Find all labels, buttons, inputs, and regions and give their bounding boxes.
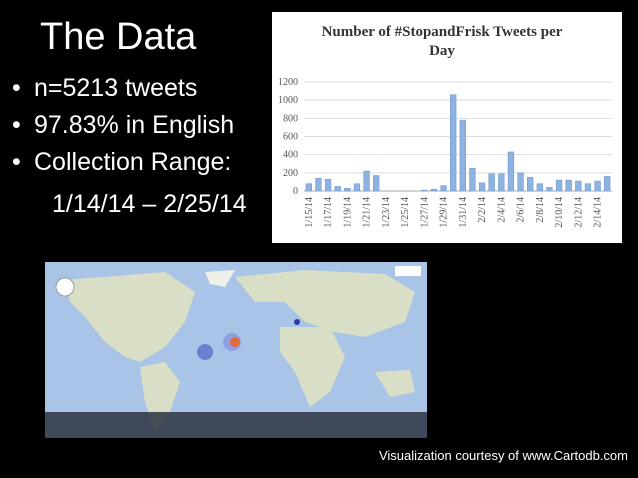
x-tick-label: 1/29/14 [439,197,450,228]
x-tick-label: 1/31/14 [458,197,469,228]
x-tick-label: 1/27/14 [419,197,430,228]
x-tick-label: 2/12/14 [573,197,584,228]
bar [430,188,438,192]
bar [546,187,553,192]
bar [459,119,466,192]
land [280,327,345,407]
bar [584,183,592,192]
y-tick-label: 400 [283,150,298,161]
x-tick-label: 1/15/14 [304,197,315,228]
x-tick-label: 2/14/14 [593,197,604,228]
y-tick-label: 0 [293,186,298,197]
bar [305,183,312,192]
x-tick-label: 1/19/14 [342,197,353,228]
bullet: 97.83% in English [12,111,234,140]
map-control[interactable] [55,277,75,297]
bar [344,188,351,192]
bar [450,94,457,192]
bar [421,189,428,192]
bullet: Collection Range: [12,148,231,177]
x-tick-label: 2/8/14 [535,197,546,223]
x-tick-label: 2/4/14 [496,197,507,223]
y-tick-label: 600 [283,132,298,143]
land [235,270,415,337]
bar [498,173,505,192]
bar [527,177,534,192]
land [375,370,415,397]
bar [324,178,332,192]
map-marker [294,319,300,325]
x-tick-label: 2/10/14 [554,197,565,228]
bar [565,179,572,192]
x-tick-label: 2/2/14 [477,197,488,223]
bar [440,185,447,192]
y-tick-label: 200 [283,168,298,179]
x-tick-label: 1/25/14 [400,197,411,228]
bar [334,186,341,192]
x-tick-label: 1/21/14 [362,197,373,228]
land [205,270,235,287]
land [65,272,195,362]
bar [469,168,476,192]
bar [488,173,495,192]
bar [575,180,582,192]
x-tick-label: 2/6/14 [516,197,527,223]
chart-background [272,12,622,243]
sub-bullet: 1/14/14 – 2/25/14 [52,190,247,218]
bar [315,178,322,192]
bar [604,176,611,192]
credit: Visualization courtesy of www.Cartodb.co… [378,448,628,463]
x-tick-label: 1/17/14 [323,197,334,228]
bar [517,172,524,192]
slide-title: The Data [40,16,197,58]
bar [478,182,486,192]
bullet: n=5213 tweets [12,74,197,103]
bar [373,175,380,192]
map-legend [45,412,427,438]
bar [594,180,601,192]
y-tick-label: 800 [283,113,298,124]
chart-title: Number of #StopandFrisk Tweets per Day [322,24,563,59]
bar [353,183,361,192]
map [45,262,427,438]
map-marker [197,344,213,360]
chart: Number of #StopandFrisk Tweets per Day 0 2… [272,12,622,243]
bar [507,151,515,192]
bar [555,179,563,192]
y-tick-label: 1000 [278,95,298,106]
y-tick-label: 1200 [278,77,298,88]
map-marker [230,337,240,347]
x-tick-label: 1/23/14 [381,197,392,228]
map-type-button[interactable] [395,266,421,276]
bar [536,183,543,192]
bar [363,170,370,192]
